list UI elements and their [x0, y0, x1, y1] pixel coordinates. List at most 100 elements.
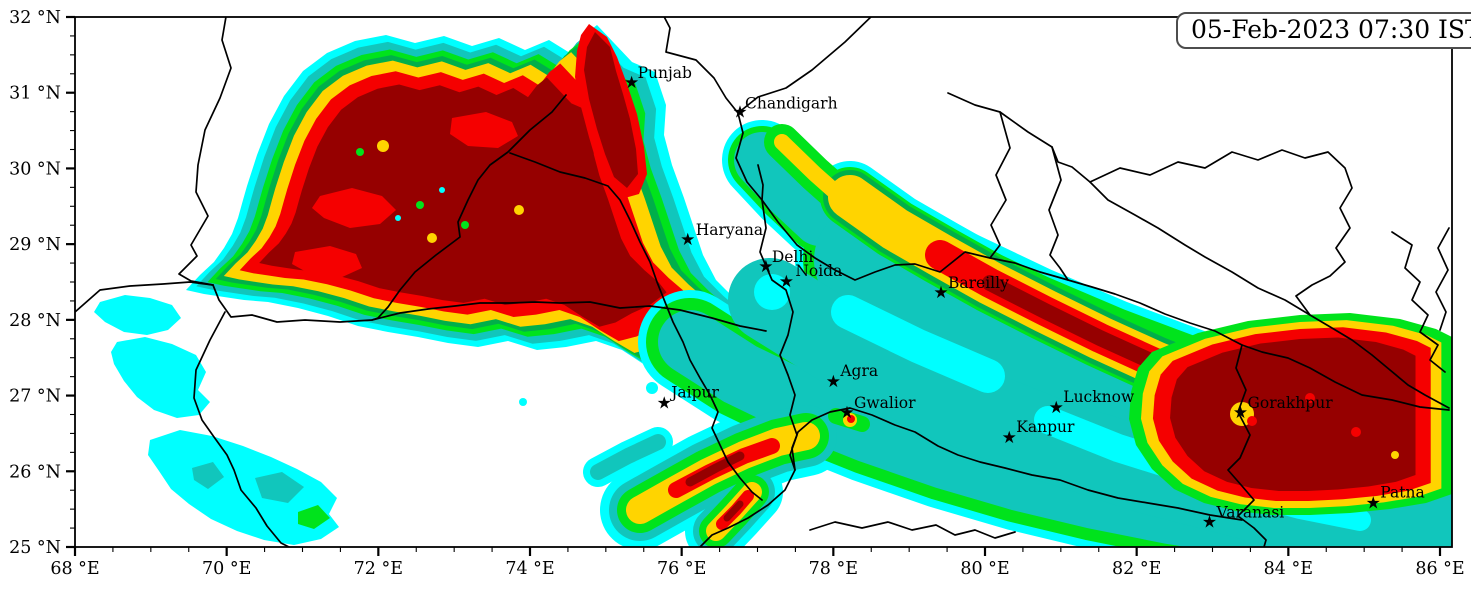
fog-band-darkred: [685, 451, 745, 487]
admin-boundaries: [75, 17, 1450, 547]
boundary-line: [989, 111, 1011, 259]
city-marker-kanpur: ★: [1002, 428, 1017, 448]
city-label-gwalior: Gwalior: [854, 394, 916, 412]
boundary-line: [1391, 231, 1446, 373]
x-tick-label: 68 °E: [50, 559, 99, 579]
fog-band-yellow: [774, 134, 858, 213]
fog-band-darkred: [723, 500, 744, 522]
x-tick-label: 74 °E: [505, 559, 554, 579]
city-marker-haryana: ★: [680, 230, 695, 250]
city-marker-varanasi: ★: [1202, 512, 1217, 532]
fog-spot-yellow: [514, 205, 524, 215]
city-marker-gorakhpur: ★: [1233, 403, 1248, 423]
fog-band-cyan: [831, 295, 1005, 393]
boundary-line: [1089, 149, 1353, 316]
fog-region-teal: [192, 462, 224, 489]
fog-spot-yellow: [377, 140, 389, 152]
boundary-line: [663, 17, 739, 114]
city-marker-jaipur: ★: [657, 393, 672, 413]
boundary-line: [735, 112, 1450, 411]
city-label-agra: Agra: [839, 362, 878, 380]
city-marker-agra: ★: [826, 372, 841, 392]
x-tick-label: 78 °E: [809, 559, 858, 579]
bihar-dense-fog-blob-darkred: [1170, 337, 1416, 491]
city-marker-gwalior: ★: [839, 403, 854, 423]
city-label-jaipur: Jaipur: [669, 383, 719, 401]
x-tick-label: 76 °E: [657, 559, 706, 579]
city-marker-delhi: ★: [758, 257, 773, 277]
timestamp-badge: 05-Feb-2023 07:30 IST: [1176, 12, 1471, 49]
fog-spot-yellow: [427, 233, 437, 243]
fog-spot-cyan: [646, 382, 658, 394]
x-tick-label: 80 °E: [960, 559, 1009, 579]
city-label-kanpur: Kanpur: [1016, 418, 1075, 436]
boundary-line: [193, 311, 290, 547]
fog-region-teal: [255, 472, 304, 503]
fog-band-teal: [590, 434, 666, 480]
city-label-chandigarh: Chandigarh: [745, 95, 838, 113]
fog-spot-cyan: [395, 215, 401, 221]
axis-ticks: 68 °E 70 °E 72 °E 74 °E 76 °E 78 °E 80 °E 82 °E…: [9, 8, 1465, 579]
fog-spot-cyan: [754, 274, 790, 310]
fog-intensity-layers: [94, 24, 1452, 547]
fog-spot-green: [416, 201, 424, 209]
fog-spot-red: [1305, 393, 1315, 403]
city-label-lucknow: Lucknow: [1063, 388, 1135, 406]
city-label-gorakhpur: Gorakhpur: [1248, 394, 1334, 412]
boundary-line: [809, 521, 1016, 539]
fog-spot-cyan: [439, 187, 445, 193]
fog-spot-cyan: [868, 320, 892, 344]
x-tick-label: 72 °E: [354, 559, 403, 579]
boundary-line: [509, 152, 763, 501]
fog-spot-red: [1247, 416, 1257, 426]
city-label-bareilly: Bareilly: [948, 274, 1009, 292]
y-tick-label: 27 °N: [9, 387, 61, 407]
city-marker-lucknow: ★: [1049, 398, 1064, 418]
city-label-noida: Noida: [795, 262, 842, 280]
fog-region-cyan: [94, 295, 181, 335]
city-label-punjab: Punjab: [638, 64, 692, 82]
city-marker-chandigarh: ★: [732, 103, 747, 123]
y-tick-label: 32 °N: [9, 8, 61, 28]
city-label-patna: Patna: [1380, 483, 1424, 501]
city-label-delhi: Delhi: [772, 248, 814, 266]
fog-region-red: [312, 188, 396, 228]
city-marker-punjab: ★: [624, 73, 639, 93]
city-markers: ★Punjab★Chandigarh★ Haryana★Delhi★Noida★ B…: [624, 64, 1425, 532]
boundary-line: [737, 17, 873, 114]
y-tick-label: 31 °N: [9, 84, 61, 104]
boundary-line: [757, 164, 798, 471]
boundary-line: [1227, 344, 1267, 547]
fog-spot-green: [461, 221, 469, 229]
boundary-line: [75, 281, 214, 313]
fog-region-red: [450, 112, 518, 148]
y-tick-label: 28 °N: [9, 311, 61, 331]
boundary-line: [699, 407, 1243, 547]
x-tick-label: 82 °E: [1112, 559, 1161, 579]
y-tick-label: 25 °N: [9, 538, 61, 558]
y-tick-label: 26 °N: [9, 462, 61, 482]
city-label-varanasi: Varanasi: [1215, 503, 1284, 521]
fog-region-red: [292, 246, 362, 278]
boundary-line: [212, 284, 767, 332]
fog-region-green: [298, 505, 330, 529]
city-label-haryana: Haryana: [696, 221, 763, 239]
boundary-line: [1435, 227, 1450, 331]
northwest-fog-blob-darkred: [259, 77, 667, 327]
fog-region-cyan: [111, 337, 210, 418]
fog-spot-cyan: [519, 398, 527, 406]
city-marker-patna: ★: [1366, 493, 1381, 513]
boundary-line: [1048, 146, 1069, 281]
y-tick-label: 30 °N: [9, 159, 61, 179]
fog-spot-yellow: [1391, 451, 1399, 459]
boundary-line: [178, 17, 232, 286]
boundary-line: [947, 92, 1450, 409]
city-marker-noida: ★: [779, 272, 794, 292]
city-marker-bareilly: ★: [933, 283, 948, 303]
fog-region-darkred: [584, 32, 638, 188]
fog-spot-red: [1351, 427, 1361, 437]
fog-spot-green: [356, 148, 364, 156]
x-tick-label: 86 °E: [1415, 559, 1464, 579]
